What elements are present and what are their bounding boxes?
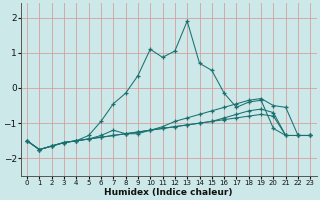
X-axis label: Humidex (Indice chaleur): Humidex (Indice chaleur) [104,188,233,197]
